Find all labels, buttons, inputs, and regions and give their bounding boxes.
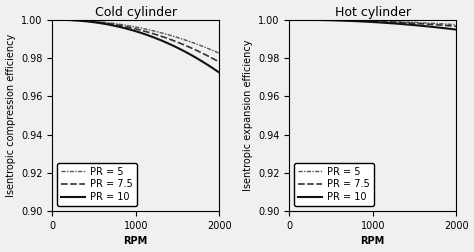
PR = 7.5 <box>216 60 222 64</box>
PR = 10 <box>407 23 412 26</box>
PR = 10 <box>392 22 397 25</box>
PR = 10 <box>49 18 55 21</box>
PR = 10 <box>170 44 175 47</box>
PR = 7.5 <box>170 39 175 42</box>
PR = 7.5 <box>104 22 109 25</box>
PR = 5 <box>70 19 75 22</box>
PR = 7.5 <box>341 19 346 22</box>
PR = 10 <box>341 19 346 22</box>
Line: PR = 7.5: PR = 7.5 <box>289 20 456 26</box>
X-axis label: RPM: RPM <box>124 236 148 246</box>
PR = 7.5 <box>408 22 413 25</box>
PR = 5 <box>116 23 121 26</box>
Y-axis label: Isentropic compression efficiency: Isentropic compression efficiency <box>6 34 16 197</box>
PR = 7.5 <box>353 19 358 22</box>
Line: PR = 5: PR = 5 <box>289 20 456 25</box>
Legend: PR = 5, PR = 7.5, PR = 10: PR = 5, PR = 7.5, PR = 10 <box>57 163 137 206</box>
PR = 10 <box>307 18 312 21</box>
PR = 5 <box>353 19 358 22</box>
PR = 7.5 <box>116 24 121 27</box>
PR = 10 <box>116 25 121 28</box>
PR = 5 <box>170 35 175 38</box>
PR = 10 <box>155 37 160 40</box>
PR = 10 <box>286 18 292 21</box>
PR = 10 <box>171 44 176 47</box>
PR = 7.5 <box>392 21 397 24</box>
PR = 5 <box>155 30 160 33</box>
PR = 7.5 <box>286 18 292 21</box>
PR = 5 <box>286 18 292 21</box>
PR = 10 <box>408 23 413 26</box>
PR = 10 <box>453 28 459 31</box>
PR = 7.5 <box>407 21 412 24</box>
PR = 5 <box>307 18 312 21</box>
PR = 5 <box>171 35 176 38</box>
PR = 5 <box>407 21 412 24</box>
PR = 7.5 <box>49 18 55 21</box>
PR = 7.5 <box>155 34 160 37</box>
Title: Cold cylinder: Cold cylinder <box>95 6 177 19</box>
PR = 7.5 <box>453 25 459 28</box>
Title: Hot cylinder: Hot cylinder <box>335 6 411 19</box>
PR = 5 <box>49 18 55 21</box>
Line: PR = 10: PR = 10 <box>289 20 456 29</box>
PR = 7.5 <box>70 19 75 22</box>
Legend: PR = 5, PR = 7.5, PR = 10: PR = 5, PR = 7.5, PR = 10 <box>294 163 374 206</box>
PR = 10 <box>216 71 222 74</box>
PR = 5 <box>453 23 459 26</box>
PR = 5 <box>408 21 413 24</box>
Line: PR = 5: PR = 5 <box>52 20 219 53</box>
Line: PR = 10: PR = 10 <box>52 20 219 73</box>
PR = 5 <box>392 20 397 23</box>
PR = 7.5 <box>307 18 312 21</box>
PR = 10 <box>353 20 358 23</box>
PR = 5 <box>341 19 346 22</box>
Y-axis label: Isentropic expansion efficiency: Isentropic expansion efficiency <box>243 40 253 191</box>
PR = 10 <box>104 23 109 26</box>
X-axis label: RPM: RPM <box>361 236 385 246</box>
Line: PR = 7.5: PR = 7.5 <box>52 20 219 62</box>
PR = 5 <box>216 52 222 55</box>
PR = 7.5 <box>171 39 176 42</box>
PR = 5 <box>104 21 109 24</box>
PR = 10 <box>70 19 75 22</box>
